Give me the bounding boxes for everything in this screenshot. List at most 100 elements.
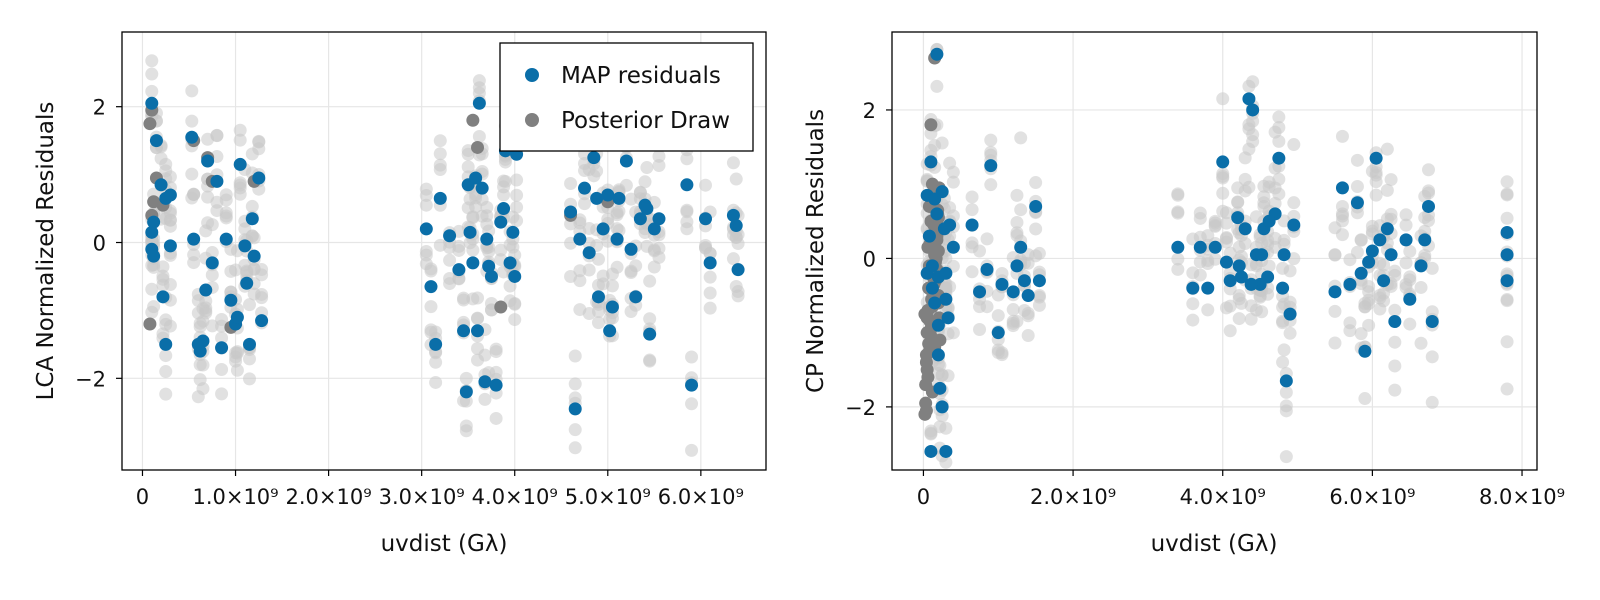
legend-label-map: MAP residuals <box>561 63 721 89</box>
lca-panel: 0 1.0×10⁹ 2.0×10⁹ 3.0×10⁹ 4.0×10⁹ 5.0×10⁹ 6.0×… <box>33 31 767 557</box>
map-residual-point <box>703 256 717 270</box>
posterior-cloud-dot <box>471 291 485 305</box>
posterior-cloud-dot <box>508 313 522 327</box>
map-residual-point <box>643 327 657 341</box>
map-residual-point <box>1358 344 1372 358</box>
map-residual-point <box>1500 225 1514 239</box>
posterior-cloud-dot <box>429 355 443 369</box>
map-residual-point <box>922 229 936 243</box>
legend-label-posterior: Posterior Draw <box>561 108 730 134</box>
posterior-cloud-dot <box>1223 299 1237 313</box>
map-residual-point <box>1343 277 1357 291</box>
posterior-cloud-dot <box>652 149 666 163</box>
posterior-cloud-dot <box>1277 237 1291 251</box>
legend-marker-map <box>525 68 539 82</box>
map-residual-point <box>984 159 998 173</box>
map-residual-point <box>508 269 522 283</box>
posterior-cloud-dot <box>1388 383 1402 397</box>
map-residual-point <box>603 324 617 338</box>
posterior-cloud-dot <box>424 300 438 314</box>
posterior-cloud-dot <box>568 441 582 455</box>
posterior-cloud-dot <box>433 163 447 177</box>
map-residual-point <box>930 47 944 61</box>
posterior-cloud-dot <box>472 74 486 88</box>
map-residual-point <box>1422 199 1436 213</box>
map-residual-point <box>1500 248 1514 262</box>
posterior-cloud-dot <box>729 172 743 186</box>
posterior-cloud-dot <box>252 142 266 156</box>
lca-x-tick-label: 4.0×10⁹ <box>472 485 558 509</box>
posterior-cloud-dot <box>629 259 643 273</box>
map-residual-point <box>1246 103 1260 117</box>
posterior-cloud-dot <box>1216 186 1230 200</box>
posterior-cloud-dot <box>1010 188 1024 202</box>
posterior-cloud-dot <box>1246 75 1260 89</box>
map-residual-point <box>245 212 259 226</box>
posterior-cloud-dot <box>1362 293 1376 307</box>
cp-x-tick-label: 6.0×10⁹ <box>1329 485 1415 509</box>
posterior-cloud-dot <box>703 270 717 284</box>
cp-x-axis-label: uvdist (Gλ) <box>1151 531 1278 557</box>
posterior-cloud-dot <box>965 203 979 217</box>
posterior-cloud-dot <box>497 188 511 202</box>
map-residual-point <box>1277 248 1291 262</box>
posterior-cloud-dot <box>590 164 604 178</box>
posterior-cloud-dot <box>193 358 207 372</box>
map-residual-point <box>610 232 624 246</box>
posterior-cloud-dot <box>452 243 466 257</box>
map-residual-point <box>1350 196 1364 210</box>
map-residual-point <box>578 181 592 195</box>
map-residual-point <box>931 318 945 332</box>
posterior-cloud-dot <box>1335 129 1349 143</box>
posterior-cloud-dot <box>1014 131 1028 145</box>
posterior-cloud-dot <box>508 297 522 311</box>
map-residual-point <box>633 212 647 226</box>
map-residual-point <box>582 246 596 260</box>
posterior-cloud-dot <box>1414 280 1428 294</box>
posterior-cloud-dot <box>419 188 433 202</box>
map-residual-point <box>1232 259 1246 273</box>
posterior-cloud-dot <box>573 264 587 278</box>
posterior-cloud-dot <box>703 286 717 300</box>
lca-points <box>143 96 745 416</box>
map-residual-point <box>1216 155 1230 169</box>
posterior-cloud-dot <box>255 287 269 301</box>
map-residual-point <box>215 341 229 355</box>
map-residual-point <box>159 337 173 351</box>
posterior-cloud-dot <box>245 199 259 213</box>
posterior-cloud-dot <box>1277 214 1291 228</box>
map-residual-point <box>946 240 960 254</box>
map-residual-point <box>619 154 633 168</box>
posterior-cloud-dot <box>647 260 661 274</box>
posterior-cloud-dot <box>199 224 213 238</box>
posterior-cloud-dot <box>1276 355 1290 369</box>
cp-y-tick-label: 0 <box>863 247 876 271</box>
map-residual-point <box>1223 274 1237 288</box>
lca-x-axis-label: uvdist (Gλ) <box>381 531 508 557</box>
posterior-cloud-dot <box>219 206 233 220</box>
map-residual-point <box>935 185 949 199</box>
posterior-cloud-dot <box>199 294 213 308</box>
posterior-cloud-dot <box>163 170 177 184</box>
map-residual-point <box>924 444 938 458</box>
posterior-cloud-dot <box>1219 206 1233 220</box>
posterior-cloud-dot <box>1328 304 1342 318</box>
map-residual-point <box>1276 281 1290 295</box>
posterior-cloud-dot <box>1032 289 1046 303</box>
map-residual-point <box>933 381 947 395</box>
posterior-cloud-dot <box>965 265 979 279</box>
posterior-cloud-dot <box>242 298 256 312</box>
map-residual-point <box>463 225 477 239</box>
legend-box <box>499 42 754 152</box>
posterior-cloud-dot <box>1244 312 1258 326</box>
map-residual-point <box>1242 92 1256 106</box>
posterior-cloud-dot <box>935 136 949 150</box>
posterior-cloud-dot <box>205 268 219 282</box>
posterior-cloud-dot <box>1362 279 1376 293</box>
map-residual-point <box>494 215 508 229</box>
posterior-cloud-dot <box>1335 228 1349 242</box>
posterior-cloud-dot <box>1388 359 1402 373</box>
posterior-cloud-dot <box>215 387 229 401</box>
posterior-cloud-dot <box>1500 175 1514 189</box>
map-residual-point <box>564 205 578 219</box>
